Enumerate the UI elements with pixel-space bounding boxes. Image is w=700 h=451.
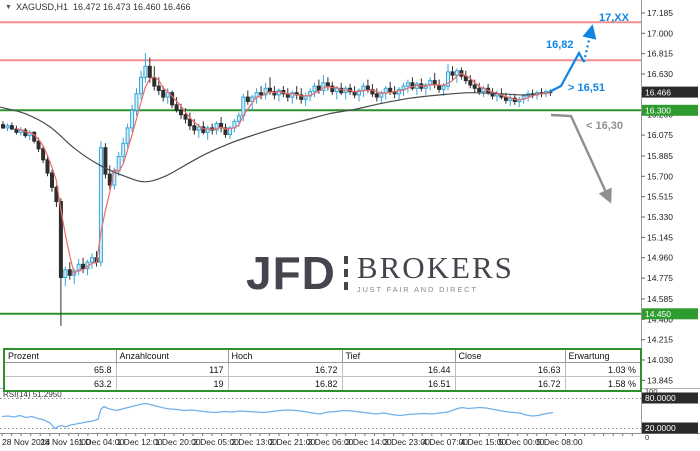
table-cell: 16.51 (341, 376, 456, 392)
annotation-down-projection[interactable]: < 16,30 (550, 113, 623, 204)
price-axis-label: 16.630 (647, 69, 673, 79)
time-axis-label: 28 Nov 16:00 (40, 437, 91, 447)
rsi-lower-tag: 20.0000 (642, 422, 698, 434)
table-cell: 65.8 (3, 362, 117, 377)
price-axis-label: 14.960 (647, 253, 673, 263)
candles-group (1, 53, 553, 326)
rsi-pane: 100 0 (0, 387, 658, 442)
annotation-up-projection[interactable]: 17,XX 16,82 > 16,51 (546, 12, 630, 94)
annotation-label: > 16,51 (568, 82, 605, 94)
time-axis-label: 28 Nov 2014 (2, 437, 50, 447)
price-axis: 17.18517.00016.81516.63016.44516.26016.0… (641, 8, 673, 385)
price-axis-label: 16.075 (647, 130, 673, 140)
price-axis-label: 13.845 (647, 375, 673, 385)
blue-dotted-arrow (582, 24, 597, 63)
table-header-cell: Erwartung (564, 348, 642, 363)
table-cell: 1.03 % (564, 362, 642, 377)
svg-text:16.300: 16.300 (645, 106, 671, 116)
price-axis-label: 15.515 (647, 192, 673, 202)
time-axis-label: 3 Dec 14:00 (346, 437, 392, 447)
level-price-tag: 16.300 (642, 104, 698, 116)
time-axis-label: 2 Dec 13:00 (231, 437, 277, 447)
price-axis-label: 15.700 (647, 171, 673, 181)
rsi-upper-tag: 80.0000 (642, 392, 698, 404)
annotation-label: 16,82 (546, 39, 574, 51)
rsi-max-label: 100 (645, 387, 658, 396)
price-axis-label: 17.000 (647, 28, 673, 38)
table-cell: 19 (115, 376, 229, 392)
annotation-label: < 16,30 (586, 120, 623, 132)
price-axis-label: 14.775 (647, 273, 673, 283)
time-axis-label: 5 Dec 00:00 (499, 437, 545, 447)
rsi-indicator-label: RSI(14) 51.2950 (3, 390, 62, 399)
time-axis-label: 4 Dec 15:00 (460, 437, 506, 447)
table-cell: 16.44 (341, 362, 456, 377)
price-axis-label: 17.185 (647, 8, 673, 18)
table-header-cell: Tief (341, 348, 456, 363)
time-axis-label: 1 Dec 20:00 (155, 437, 201, 447)
rsi-min-label: 0 (645, 433, 649, 442)
horizontal-level-lines[interactable] (0, 21, 641, 315)
current-price-tag: 16.466 (642, 86, 698, 98)
rsi-line (1, 402, 554, 430)
price-axis-label: 16.815 (647, 49, 673, 59)
time-axis-label: 3 Dec 06:00 (308, 437, 354, 447)
gray-arrow-line (550, 113, 612, 204)
table-cell: 63.2 (3, 376, 117, 392)
ma-slow-line (0, 92, 551, 183)
table-header-cell: Anzahlcount (115, 348, 229, 363)
price-axis-label: 15.145 (647, 232, 673, 242)
price-axis-label: 15.885 (647, 151, 673, 161)
quote-values: 16.472 16.473 16.460 16.466 (72, 2, 191, 12)
table-header-row: Prozent Anzahlcount Hoch Tief Close Erwartung (3, 348, 642, 363)
time-axis-label: 1 Dec 12:00 (117, 437, 163, 447)
level-price-tag: 14.450 (642, 308, 698, 320)
time-axis-label: 2 Dec 05:00 (193, 437, 239, 447)
price-axis-label: 15.330 (647, 212, 673, 222)
price-axis-label: 14.215 (647, 335, 673, 345)
table-row: 65.8 117 16.72 16.44 16.63 1.03 % (3, 362, 642, 377)
triangle-down-icon: ▼ (5, 4, 12, 11)
symbol-label: XAGUSD,H1 (15, 2, 68, 12)
quote-bar: ▼ XAGUSD,H1 16.472 16.473 16.460 16.466 (5, 2, 191, 12)
ma-fast-line (16, 72, 551, 275)
table-header-cell: Prozent (3, 348, 117, 363)
table-cell: 16.72 (227, 362, 343, 377)
price-axis-label: 14.585 (647, 294, 673, 304)
time-axis-label: 4 Dec 07:00 (422, 437, 468, 447)
table-cell: 16.63 (454, 362, 566, 377)
price-axis-label: 14.030 (647, 355, 673, 365)
svg-text:80.0000: 80.0000 (645, 393, 676, 403)
stats-table: Prozent Anzahlcount Hoch Tief Close Erwartung… (3, 348, 642, 392)
blue-projection-line (548, 50, 585, 93)
time-axis-label: 1 Dec 04:00 (78, 437, 124, 447)
annotation-label: 17,XX (599, 12, 630, 24)
svg-text:14.450: 14.450 (645, 309, 671, 319)
table-row: 63.2 19 16.82 16.51 16.72 1.58 % (3, 376, 642, 392)
svg-text:16.466: 16.466 (645, 87, 671, 97)
svg-text:20.0000: 20.0000 (645, 423, 676, 433)
table-cell: 16.72 (454, 376, 566, 392)
table-cell: 16.82 (227, 376, 343, 392)
table-header-cell: Hoch (227, 348, 343, 363)
time-axis-label: 3 Dec 23:00 (384, 437, 430, 447)
table-header-cell: Close (454, 348, 566, 363)
table-cell: 117 (115, 362, 229, 377)
table-cell: 1.58 % (564, 376, 642, 392)
time-axis-label: 2 Dec 21:00 (269, 437, 315, 447)
time-axis-label: 5 Dec 08:00 (537, 437, 583, 447)
